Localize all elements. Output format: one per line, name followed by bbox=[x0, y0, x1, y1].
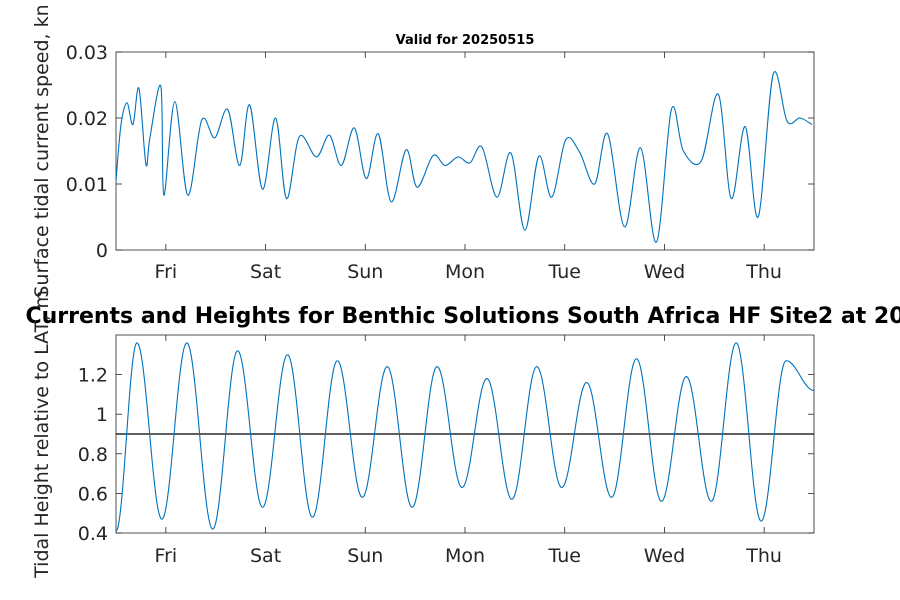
x-tick-label: Tue bbox=[547, 545, 580, 567]
x-tick-label: Wed bbox=[644, 261, 685, 283]
x-tick-label: Sat bbox=[250, 261, 281, 283]
y-tick-label: 0.6 bbox=[78, 483, 108, 505]
y-tick-label: 0 bbox=[96, 240, 108, 262]
y-axis-label: Surface tidal current speed, kn bbox=[31, 4, 53, 297]
chart-title: Valid for 20250515 bbox=[396, 33, 535, 48]
x-tick-label: Thu bbox=[745, 545, 782, 567]
x-tick-label: Mon bbox=[445, 261, 485, 283]
y-tick-label: 1 bbox=[96, 404, 108, 426]
y-axis-label: Tidal Height relative to LAT, m bbox=[31, 290, 53, 579]
y-tick-label: 0.01 bbox=[66, 174, 108, 196]
x-tick-label: Wed bbox=[644, 545, 685, 567]
x-tick-label: Mon bbox=[445, 545, 485, 567]
y-tick-label: 0.02 bbox=[66, 108, 108, 130]
x-tick-label: Sat bbox=[250, 545, 281, 567]
x-tick-label: Fri bbox=[155, 261, 178, 283]
y-tick-label: 0.4 bbox=[78, 523, 108, 545]
x-tick-label: Tue bbox=[547, 261, 580, 283]
plot-frame bbox=[115, 51, 815, 251]
tidal-height-panel: 0.4 0.6 0.8 1 1.2 Fri Sat Sun Mon Tue Wed Thu Curren… bbox=[25, 290, 900, 579]
current-speed-panel: 0 0.01 0.02 0.03 Fri Sat Sun Mon Tue Wed Thu Valid … bbox=[31, 4, 815, 298]
x-tick-label: Sun bbox=[347, 545, 383, 567]
y-tick-label: 1.2 bbox=[78, 365, 108, 387]
series-line bbox=[116, 71, 813, 243]
y-tick-label: 0.8 bbox=[78, 444, 108, 466]
y-tick-label: 0.03 bbox=[66, 42, 108, 64]
chart-title: Currents and Heights for Benthic Solutio… bbox=[25, 304, 900, 329]
x-tick-label: Sun bbox=[347, 261, 383, 283]
x-tick-label: Thu bbox=[745, 261, 782, 283]
series-line bbox=[116, 342, 814, 532]
x-tick-label: Fri bbox=[155, 545, 178, 567]
